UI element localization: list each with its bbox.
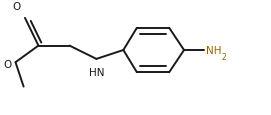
Text: NH: NH <box>206 46 221 56</box>
Text: O: O <box>3 60 11 70</box>
Text: O: O <box>13 2 21 12</box>
Text: HN: HN <box>89 67 104 77</box>
Text: 2: 2 <box>221 53 226 62</box>
